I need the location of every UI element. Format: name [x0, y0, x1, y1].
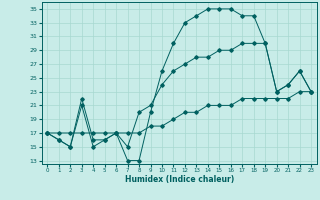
X-axis label: Humidex (Indice chaleur): Humidex (Indice chaleur)	[124, 175, 234, 184]
